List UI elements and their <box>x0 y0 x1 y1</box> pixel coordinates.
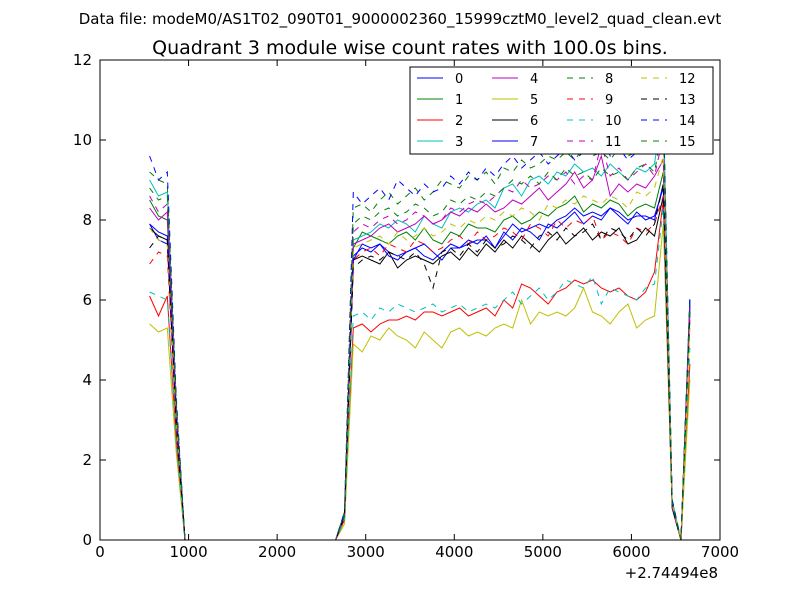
series-line-11 <box>149 135 691 541</box>
y-tick-label: 0 <box>82 531 92 549</box>
legend-label-6: 6 <box>530 114 538 129</box>
legend-label-14: 14 <box>679 114 696 129</box>
series-layer <box>149 99 691 541</box>
legend-label-3: 3 <box>455 135 463 150</box>
series-line-9 <box>149 195 691 541</box>
x-tick-label: 5000 <box>524 543 562 561</box>
x-tick-label: 7000 <box>701 543 739 561</box>
series-line-5 <box>149 223 691 541</box>
legend-label-4: 4 <box>530 72 538 87</box>
legend-label-0: 0 <box>455 72 463 87</box>
legend-label-10: 10 <box>605 114 622 129</box>
legend-label-8: 8 <box>605 72 613 87</box>
series-line-0 <box>149 183 691 541</box>
x-tick-label: 4000 <box>435 543 473 561</box>
data-file-caption: Data file: modeM0/AS1T02_090T01_90000023… <box>79 10 722 29</box>
y-tick-label: 2 <box>82 451 92 469</box>
legend-box <box>409 66 714 155</box>
series-line-7 <box>149 187 691 541</box>
series-line-6 <box>149 195 691 541</box>
x-tick-label: 6000 <box>612 543 650 561</box>
y-tick-label: 8 <box>82 211 92 229</box>
legend-label-11: 11 <box>605 135 622 150</box>
x-axis-offset-label: +2.74494e8 <box>625 564 718 582</box>
x-tick-label: 3000 <box>347 543 385 561</box>
y-tick-label: 12 <box>73 51 92 69</box>
legend-label-15: 15 <box>679 135 696 150</box>
series-line-1 <box>149 171 691 541</box>
legend-label-5: 5 <box>530 93 538 108</box>
series-line-12 <box>149 155 691 541</box>
y-tick-label: 10 <box>73 131 92 149</box>
chart-title: Quadrant 3 module wise count rates with … <box>152 37 668 59</box>
x-tick-label: 0 <box>95 543 105 561</box>
x-tick-label: 1000 <box>169 543 207 561</box>
series-line-3 <box>149 103 691 541</box>
series-line-13 <box>149 183 691 541</box>
y-tick-label: 6 <box>82 291 92 309</box>
legend-label-9: 9 <box>605 93 613 108</box>
series-line-4 <box>149 154 691 541</box>
legend-label-2: 2 <box>455 114 463 129</box>
y-tick-label: 4 <box>82 371 92 389</box>
series-line-15 <box>149 123 691 541</box>
legend-label-12: 12 <box>679 72 696 87</box>
legend-label-7: 7 <box>530 135 538 150</box>
series-line-14 <box>149 107 691 541</box>
legend-label-1: 1 <box>455 93 463 108</box>
legend-label-13: 13 <box>679 93 696 108</box>
x-tick-label: 2000 <box>258 543 296 561</box>
series-line-2 <box>149 199 691 541</box>
